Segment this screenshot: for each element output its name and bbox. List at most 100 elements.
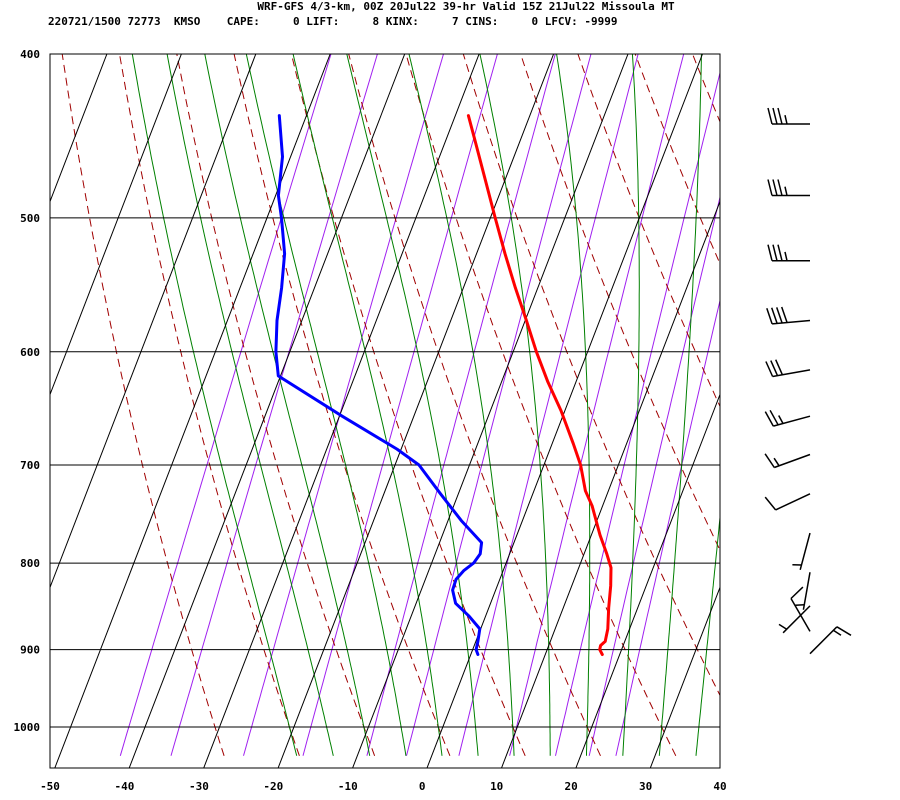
- mixing-ratio-line: [366, 54, 556, 756]
- x-tick-label: -50: [40, 780, 60, 793]
- isotherm-line: [426, 54, 703, 768]
- wind-barb-half-flag: [773, 457, 780, 467]
- dry-adiabat-line: [462, 54, 720, 697]
- wind-barb-half-flag: [778, 623, 788, 630]
- wind-barb-flag: [772, 107, 778, 125]
- isotherm-line: [277, 54, 555, 768]
- dry-adiabat-line: [807, 54, 900, 756]
- dry-adiabat-line: [634, 54, 720, 265]
- wind-barb-column: [764, 107, 852, 655]
- y-tick-label: 700: [20, 459, 40, 472]
- wind-barb-staff: [772, 369, 811, 378]
- moist-adiabat-line: [479, 54, 551, 756]
- isotherm-line: [575, 393, 720, 768]
- dry-adiabat-line: [176, 54, 376, 756]
- chart-title: WRF-GFS 4/3-km, 00Z 20Jul22 39-hr Valid …: [257, 0, 675, 13]
- temperature-line: [466, 114, 613, 656]
- dry-adiabat-line: [692, 54, 720, 124]
- moist-adiabat-line: [408, 54, 515, 756]
- wind-barb-staff: [802, 572, 811, 610]
- profile-lines: [274, 114, 613, 656]
- moist-adiabat-line: [292, 54, 443, 756]
- background-grid: [0, 54, 900, 768]
- dry-adiabat-line: [119, 54, 300, 756]
- x-tick-label: -20: [263, 780, 283, 793]
- isotherm-line: [352, 54, 629, 768]
- mixing-ratio-line: [615, 298, 720, 756]
- x-tick-label: -10: [338, 780, 358, 793]
- wind-barb-flag: [777, 107, 783, 125]
- wind-barb-flag: [790, 586, 804, 600]
- isotherm-line: [128, 54, 406, 768]
- wind-barb-half-flag: [778, 415, 784, 424]
- y-tick-label: 400: [20, 48, 40, 61]
- wind-barb-half-flag: [795, 603, 805, 606]
- dry-adiabat-line: [520, 54, 720, 552]
- wind-barb-staff: [799, 532, 811, 570]
- wind-barb: [767, 179, 810, 197]
- stats-line: 220721/1500 72773 KMSO CAPE: 0 LIFT: 8 K…: [48, 15, 618, 28]
- y-tick-label: 600: [20, 346, 40, 359]
- wind-barb: [764, 409, 811, 427]
- isotherm-line: [725, 54, 900, 768]
- wind-barb-staff: [782, 605, 811, 634]
- wind-barb-flag: [764, 411, 774, 427]
- mixing-ratio-line: [119, 54, 332, 756]
- dry-adiabat-line: [577, 54, 720, 408]
- dry-adiabat-line: [290, 54, 526, 757]
- isotherm-line: [649, 585, 720, 768]
- wind-barb: [809, 626, 852, 655]
- y-tick-label: 900: [20, 644, 40, 657]
- isotherm-line: [203, 54, 480, 768]
- wind-barb-staff: [773, 415, 811, 427]
- axis-labels: 400 500 600 700 800 900 1000 -50 -40 -30 -20 -10 0 10…: [14, 48, 727, 793]
- moist-adiabat-line: [166, 54, 334, 756]
- y-tick-label: 800: [20, 557, 40, 570]
- wind-barb-flag: [767, 179, 773, 196]
- dry-adiabat-line: [233, 54, 451, 756]
- moist-adiabat-line: [695, 512, 720, 756]
- wind-barb: [764, 453, 811, 469]
- mixing-ratio-line: [170, 54, 378, 756]
- y-tick-label: 500: [20, 212, 40, 225]
- mixing-ratio-line: [588, 195, 720, 756]
- dry-adiabat-line: [864, 54, 900, 756]
- wind-barb-flag: [767, 244, 773, 261]
- isotherm-line: [0, 54, 33, 768]
- x-tick-label: 40: [713, 780, 726, 793]
- moist-adiabat-line: [658, 54, 702, 756]
- moist-adiabat-line: [622, 54, 640, 756]
- wind-barb: [765, 359, 811, 378]
- moist-adiabat-line: [346, 54, 479, 756]
- mixing-ratio-line: [458, 54, 639, 756]
- isotherm-line: [50, 54, 108, 203]
- wind-barb-flag: [777, 244, 783, 261]
- wind-barb: [795, 572, 811, 610]
- wind-barb: [767, 107, 810, 125]
- wind-barb-staff: [790, 598, 811, 632]
- x-tick-label: 0: [419, 780, 426, 793]
- moist-adiabat-line: [556, 54, 591, 756]
- mixing-ratio-line: [555, 70, 720, 756]
- wind-barb-flag: [765, 361, 774, 377]
- isotherm-line: [54, 54, 331, 768]
- isotherm-line: [501, 200, 720, 768]
- wind-barb-flag: [769, 409, 779, 426]
- wind-barb-flag: [772, 179, 778, 196]
- isotherm-line: [50, 54, 182, 396]
- wind-barb-flag: [770, 307, 778, 324]
- wind-barb-staff: [775, 493, 811, 511]
- wind-barb-flag: [775, 307, 783, 324]
- wind-barb: [778, 605, 811, 634]
- x-tick-label: 20: [564, 780, 577, 793]
- wind-barb-half-flag: [832, 629, 842, 636]
- wind-barb: [764, 493, 811, 511]
- plot-frame: [49, 53, 721, 769]
- wind-barb: [766, 306, 811, 325]
- wind-barb-staff: [772, 319, 811, 325]
- wind-barb-flag: [766, 308, 773, 325]
- wind-barb-flag: [764, 496, 777, 511]
- dry-adiabat-line: [61, 54, 225, 756]
- wind-barb-flag: [772, 244, 778, 261]
